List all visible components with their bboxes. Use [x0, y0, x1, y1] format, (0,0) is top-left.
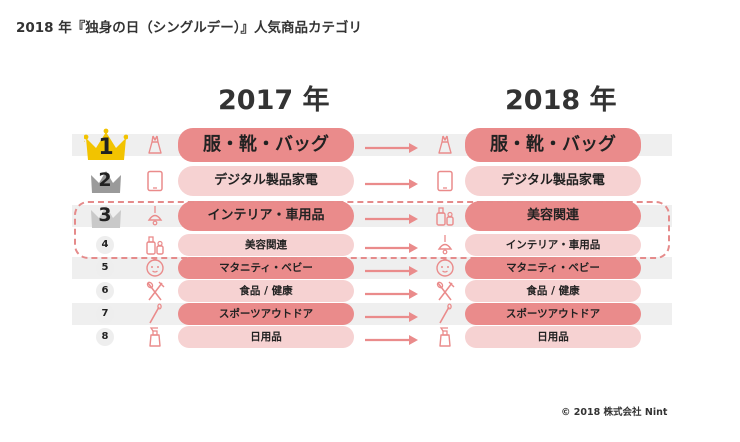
- copyright: © 2018 株式会社 Nint: [561, 407, 668, 418]
- category-2017: 食品 / 健康: [178, 280, 354, 302]
- rank-number: 6: [96, 282, 114, 300]
- arrow-icon: [365, 308, 419, 327]
- tablet-icon: [144, 170, 166, 196]
- rank-number: 8: [96, 328, 114, 346]
- category-2018: インテリア・車用品: [465, 234, 641, 256]
- spray-bottle-icon: [434, 326, 456, 352]
- rank-number: 7: [96, 305, 114, 323]
- category-2017: マタニティ・ベビー: [178, 257, 354, 279]
- tablet-icon: [434, 170, 456, 196]
- arrow-icon: [365, 285, 419, 304]
- rank-number: 3: [98, 204, 112, 226]
- lamp-icon: [434, 234, 456, 260]
- change-highlight-box: [74, 201, 670, 259]
- cosmetics-icon: [144, 234, 166, 260]
- page-title: 2018 年『独身の日（シングルデー）』人気商品カテゴリ: [16, 20, 363, 36]
- arrow-icon: [365, 262, 419, 281]
- baby-icon: [144, 257, 166, 283]
- arrow-icon: [365, 331, 419, 350]
- rank-number: 2: [98, 169, 112, 191]
- cutlery-icon: [144, 280, 166, 306]
- category-2017: 日用品: [178, 326, 354, 348]
- category-2017: 美容関連: [178, 234, 354, 256]
- category-2017: インテリア・車用品: [178, 201, 354, 231]
- column-header-2018: 2018 年: [505, 85, 617, 116]
- racket-icon: [434, 303, 456, 329]
- category-2018: マタニティ・ベビー: [465, 257, 641, 279]
- rank-number: 5: [96, 259, 114, 277]
- dress-icon: [434, 134, 456, 160]
- arrow-icon: [365, 210, 419, 229]
- lamp-icon: [144, 205, 166, 231]
- silver-crown-icon: [89, 166, 123, 200]
- category-2018: 服・靴・バッグ: [465, 128, 641, 162]
- category-2018: スポーツアウトドア: [465, 303, 641, 325]
- rank-number: 4: [96, 236, 114, 254]
- arrow-icon: [365, 139, 419, 158]
- category-2018: 美容関連: [465, 201, 641, 231]
- rank-number: 1: [98, 135, 114, 160]
- cutlery-icon: [434, 280, 456, 306]
- racket-icon: [144, 303, 166, 329]
- category-2018: デジタル製品家電: [465, 166, 641, 196]
- dress-icon: [144, 134, 166, 160]
- category-2018: 食品 / 健康: [465, 280, 641, 302]
- category-2017: デジタル製品家電: [178, 166, 354, 196]
- spray-bottle-icon: [144, 326, 166, 352]
- column-header-2017: 2017 年: [218, 85, 330, 116]
- bronze-crown-icon: [89, 201, 123, 235]
- arrow-icon: [365, 239, 419, 258]
- baby-icon: [434, 257, 456, 283]
- category-2017: 服・靴・バッグ: [178, 128, 354, 162]
- arrow-icon: [365, 175, 419, 194]
- category-2018: 日用品: [465, 326, 641, 348]
- cosmetics-icon: [434, 205, 456, 231]
- category-2017: スポーツアウトドア: [178, 303, 354, 325]
